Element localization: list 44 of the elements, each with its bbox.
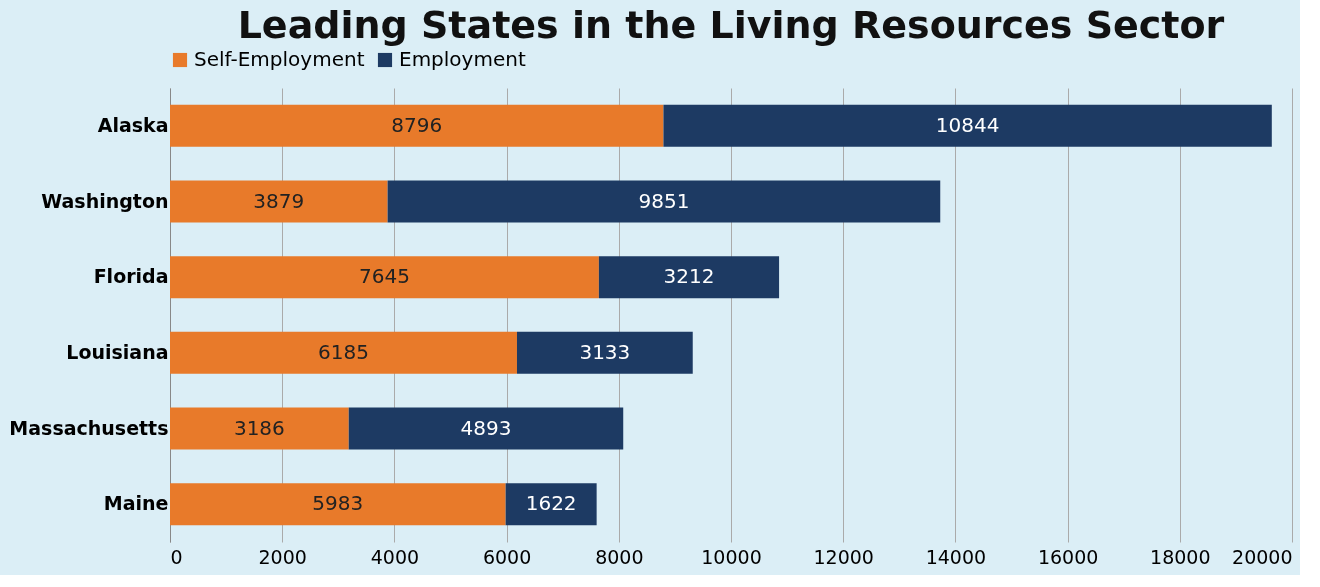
bar <box>170 483 506 526</box>
bar <box>348 407 624 450</box>
x-tick-label: 10000 <box>701 545 762 568</box>
bar <box>170 407 349 450</box>
data-label: 5983 <box>312 491 364 516</box>
bar <box>170 256 599 299</box>
bar <box>505 483 597 526</box>
y-tick-label: Maine <box>103 492 169 515</box>
bar <box>387 180 941 223</box>
data-label: 8796 <box>391 112 443 137</box>
legend-label: Self-Employment <box>194 47 365 71</box>
y-tick-label: Florida <box>93 265 169 288</box>
data-label: 3879 <box>253 188 305 213</box>
legend-label: Employment <box>399 47 526 71</box>
data-label: 3212 <box>663 264 715 289</box>
y-tick-label: Washington <box>41 189 169 212</box>
data-label: 4893 <box>460 415 512 440</box>
x-tick-label: 4000 <box>370 545 420 568</box>
data-label: 9851 <box>638 188 690 213</box>
bar <box>598 256 780 299</box>
x-tick-label: 8000 <box>595 545 644 568</box>
y-tick-label: Massachusetts <box>9 416 169 439</box>
y-tick-label: Alaska <box>97 113 169 136</box>
data-label: 1622 <box>525 491 577 516</box>
bar <box>663 104 1272 147</box>
x-tick-label: 6000 <box>482 545 532 568</box>
bar <box>170 104 664 147</box>
data-label: 10844 <box>935 112 1000 137</box>
data-label: 7645 <box>358 264 410 289</box>
bar <box>170 331 517 374</box>
data-label: 3186 <box>233 415 285 440</box>
x-tick-label: 2000 <box>258 545 307 568</box>
data-label: 3133 <box>579 339 631 364</box>
chart-title: Leading States in the Living Resources Sector <box>237 3 1225 47</box>
x-tick-label: 0 <box>170 545 183 568</box>
x-tick-label: 12000 <box>813 545 874 568</box>
x-tick-label: 20000 <box>1232 545 1293 568</box>
x-tick-label: 14000 <box>925 545 987 568</box>
bar <box>170 180 388 223</box>
data-label: 6185 <box>318 339 369 364</box>
bar <box>516 331 693 374</box>
x-tick-label: 18000 <box>1150 545 1211 568</box>
y-tick-label: Louisiana <box>66 340 169 363</box>
x-tick-label: 16000 <box>1037 545 1099 568</box>
